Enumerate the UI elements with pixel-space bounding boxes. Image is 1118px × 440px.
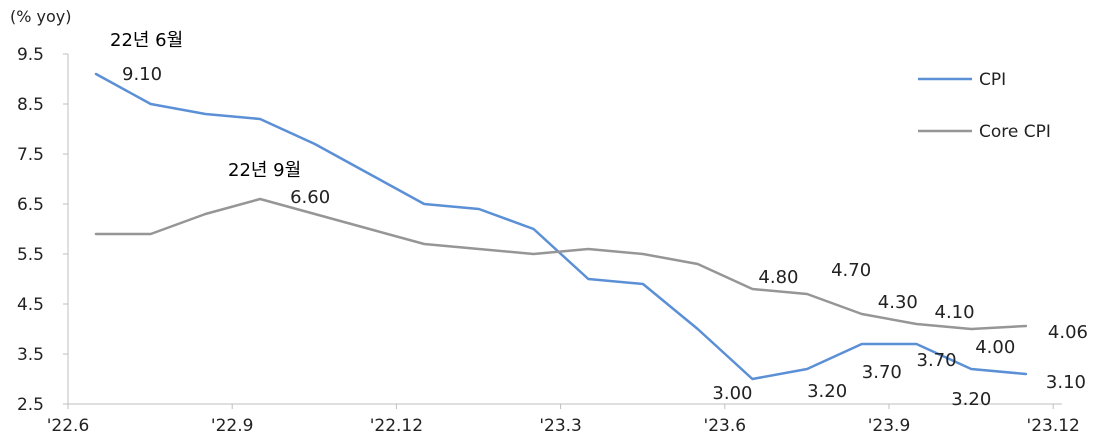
y-tick-label: 3.5	[17, 345, 44, 365]
y-axis: 9.5 8.5 7.5 6.5 5.5 4.5 3.5 2.5	[17, 45, 69, 415]
data-label: 6.60	[290, 187, 330, 208]
series-line-core-cpi	[94, 197, 1028, 331]
y-tick-label: 5.5	[17, 245, 44, 265]
y-axis-unit-label: (% yoy)	[10, 7, 72, 26]
x-tick-label: '22.12	[370, 416, 423, 436]
x-tick-label: '23.9	[868, 416, 911, 436]
series-line-cpi	[94, 72, 1028, 381]
data-label: 4.06	[1048, 322, 1088, 343]
annotation-22-sep: 22년 9월	[228, 160, 301, 181]
data-label: 3.70	[862, 362, 902, 383]
y-tick-label: 2.5	[17, 395, 44, 415]
x-tick-label: '23.3	[539, 416, 582, 436]
x-tick-label: '22.6	[47, 416, 90, 436]
legend-label-core-cpi: Core CPI	[979, 122, 1051, 142]
data-label: 4.10	[935, 302, 975, 323]
data-label: 4.80	[758, 267, 798, 288]
legend-label-cpi: CPI	[979, 70, 1006, 90]
x-tick-label: '22.9	[211, 416, 254, 436]
x-axis: '22.6 '22.9 '22.12 '23.3 '23.6 '23.9 '23.12	[47, 403, 1080, 436]
data-label: 4.70	[831, 260, 871, 281]
x-tick-label: '23.12	[1027, 416, 1080, 436]
y-tick-label: 6.5	[17, 195, 44, 215]
y-tick-label: 4.5	[17, 295, 44, 315]
data-label: 4.30	[878, 292, 918, 313]
y-tick-label: 9.5	[17, 45, 44, 65]
legend: CPI Core CPI	[918, 70, 1051, 142]
y-tick-label: 8.5	[17, 95, 44, 115]
series-lines	[94, 72, 1028, 381]
data-label: 3.70	[917, 350, 957, 371]
y-tick-label: 7.5	[17, 145, 44, 165]
annotation-22-jun: 22년 6월	[110, 30, 183, 51]
data-label: 3.20	[951, 389, 991, 410]
data-label: 3.20	[807, 381, 847, 402]
data-label: 3.10	[1046, 372, 1086, 393]
data-label: 3.00	[712, 383, 752, 404]
x-tick-label: '23.6	[704, 416, 747, 436]
data-labels: 9.10 3.00 3.20 3.70 3.70 3.20 3.10 6.60 4.80 4.70…	[122, 64, 1088, 410]
data-label: 9.10	[122, 64, 162, 85]
data-label: 4.00	[975, 337, 1015, 358]
